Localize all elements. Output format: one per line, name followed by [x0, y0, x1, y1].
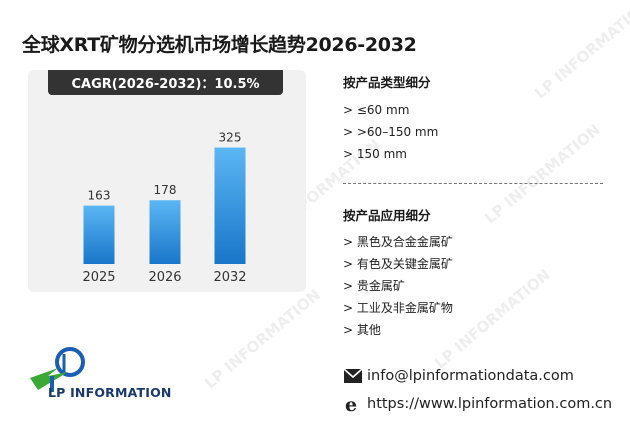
- divider: [343, 183, 603, 184]
- page-title: 全球XRT矿物分选机市场增长趋势2026-2032: [22, 34, 417, 56]
- list-item: > >60–150 mm: [343, 125, 439, 139]
- email-link[interactable]: info@lpinformationdata.com: [367, 368, 574, 384]
- list-item: > 其他: [343, 323, 381, 337]
- watermark: LP INFORMATION: [201, 285, 324, 393]
- browser-icon: e: [343, 395, 363, 413]
- category-label: 2032: [213, 270, 246, 285]
- list-item: > 贵金属矿: [343, 279, 405, 293]
- logo-text: LP INFORMATION: [48, 385, 172, 400]
- bar-2025: [83, 205, 115, 264]
- bar-2026: [149, 200, 181, 264]
- logo: [28, 346, 178, 406]
- application-list: > 黑色及合金金属矿 > 有色及关键金属矿 > 贵金属矿 > 工业及非金属矿物 …: [343, 231, 453, 341]
- list-item: > 150 mm: [343, 147, 407, 161]
- value-label: 325: [219, 131, 242, 145]
- list-item: > ≤60 mm: [343, 103, 410, 117]
- value-label: 178: [154, 183, 177, 197]
- list-item: > 黑色及合金金属矿: [343, 235, 453, 249]
- watermark: LP INFORMATION: [531, 0, 630, 103]
- website-row: e https://www.lpinformation.com.cn: [343, 395, 612, 413]
- list-item: > 有色及关键金属矿: [343, 257, 453, 271]
- website-link[interactable]: https://www.lpinformation.com.cn: [367, 396, 613, 412]
- application-title: 按产品应用细分: [343, 208, 431, 223]
- category-label: 2026: [148, 270, 181, 285]
- category-label: 2025: [82, 270, 115, 285]
- email-row: info@lpinformationdata.com: [343, 367, 574, 385]
- mail-icon: [343, 367, 363, 385]
- value-label: 163: [88, 189, 111, 203]
- bar-chart: 163 2025 178 2026 325 2032: [82, 131, 246, 285]
- bar-2032: [214, 147, 246, 264]
- svg-text:e: e: [345, 395, 357, 413]
- watermark: LP INFORMATION: [481, 120, 604, 228]
- list-item: > 工业及非金属矿物: [343, 301, 453, 315]
- product-type-title: 按产品类型细分: [343, 75, 431, 90]
- product-type-list: > ≤60 mm > >60–150 mm > 150 mm: [343, 99, 438, 165]
- lp-logo-icon: [30, 347, 85, 392]
- cagr-badge: CAGR(2026-2032)：10.5%: [48, 70, 283, 95]
